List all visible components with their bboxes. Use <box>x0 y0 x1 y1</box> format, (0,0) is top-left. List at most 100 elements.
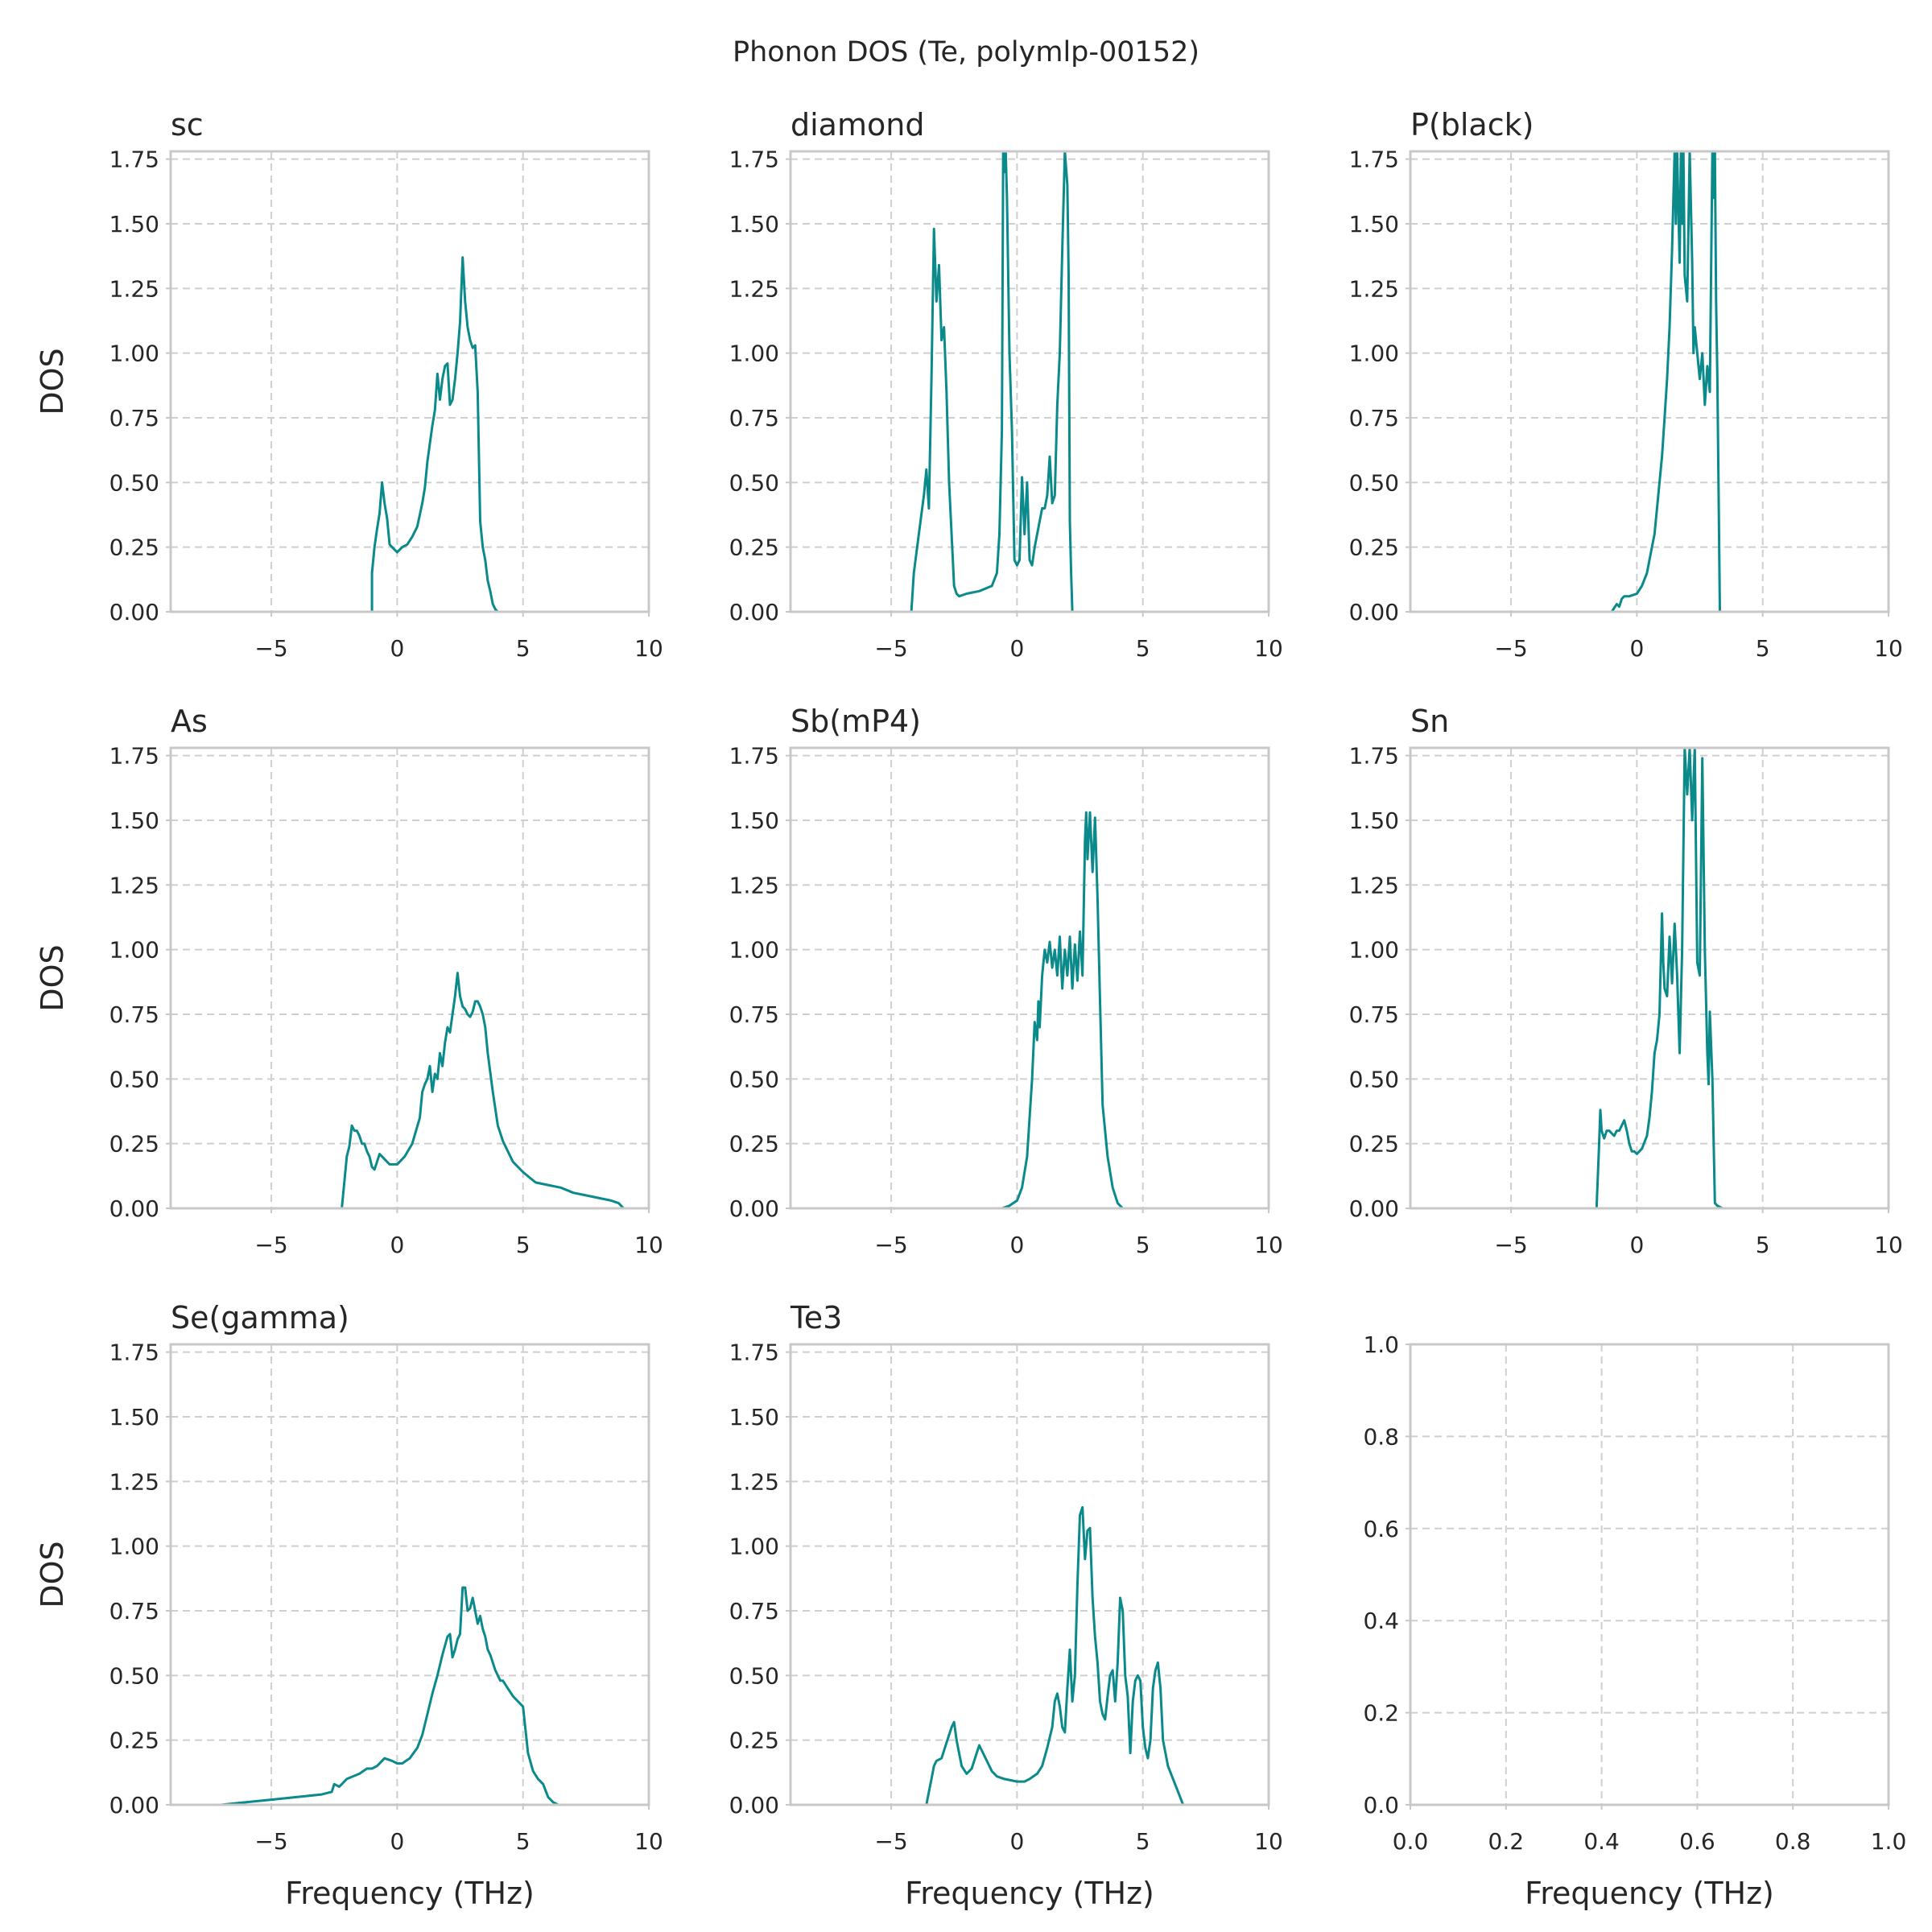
x-tick-label: 5 <box>1136 1232 1150 1258</box>
subplot-title: Sn <box>1410 704 1449 739</box>
y-tick-label: 0.00 <box>1349 599 1399 625</box>
subplot-te3: −5 0 5 10 0.00 0.25 0.50 0.75 1.00 1.25 1.50 1.75 Te… <box>729 1300 1283 1911</box>
axes-frame <box>1409 746 1890 1210</box>
y-tick-label: 0.00 <box>729 1195 779 1222</box>
x-tick-label: 0 <box>1009 1828 1024 1855</box>
subplot-title: Sb(mP4) <box>791 704 921 739</box>
axes-frame <box>789 746 1270 1210</box>
dos-series-line <box>1001 811 1128 1208</box>
y-tick-label: 0.0 <box>1363 1792 1399 1818</box>
y-tick-label: 1.25 <box>729 872 779 898</box>
y-tick-label: 1.75 <box>1349 743 1399 770</box>
figure-title: Phonon DOS (Te, polymlp-00152) <box>733 36 1199 68</box>
subplot-title: sc <box>171 107 204 142</box>
y-tick-label: 1.25 <box>729 275 779 302</box>
x-tick-label: 10 <box>634 1828 663 1855</box>
y-tick-label: 0.8 <box>1363 1423 1399 1450</box>
x-tick-label: 0 <box>1629 635 1644 662</box>
y-tick-label: 0.75 <box>1349 405 1399 431</box>
x-tick-label: 0 <box>1009 635 1024 662</box>
x-tick-label: 5 <box>516 635 530 662</box>
y-tick-label: 0.00 <box>109 599 159 625</box>
x-tick-label: 10 <box>1874 1232 1903 1258</box>
axes-frame <box>169 150 650 613</box>
x-tick-label: −5 <box>874 1828 907 1855</box>
axes-frame <box>789 1343 1270 1806</box>
subplot-empty: 0.0 0.2 0.4 0.6 0.8 1.0 0.0 0.2 0.4 0.6 0.8 1.0 Freq… <box>1363 1331 1906 1911</box>
y-tick-label: 1.50 <box>729 211 779 237</box>
y-tick-label: 0.00 <box>109 1195 159 1222</box>
subplot-se-gamma-: −5 0 5 10 0.00 0.25 0.50 0.75 1.00 1.25 1.50 1.75 Se… <box>35 1300 663 1911</box>
y-tick-label: 1.50 <box>729 807 779 834</box>
y-tick-label: 1.00 <box>1349 937 1399 964</box>
x-tick-label: 10 <box>634 635 663 662</box>
dos-series-line <box>188 1586 594 1805</box>
x-axis-label: Frequency (THz) <box>285 1876 535 1911</box>
y-tick-label: 0.25 <box>1349 535 1399 561</box>
y-tick-label: 0.25 <box>729 1131 779 1158</box>
y-tick-label: 0.50 <box>729 469 779 496</box>
dos-series-line <box>357 256 511 612</box>
y-axis-label: DOS <box>35 348 70 415</box>
x-tick-label: 10 <box>1254 1828 1283 1855</box>
y-tick-label: 0.75 <box>109 405 159 431</box>
axes-frame <box>789 150 1270 613</box>
axes-frame <box>169 746 650 1210</box>
y-tick-label: 0.25 <box>109 1131 159 1158</box>
y-tick-label: 1.0 <box>1363 1331 1399 1358</box>
y-tick-label: 1.50 <box>109 211 159 237</box>
x-tick-label: 0 <box>390 635 404 662</box>
subplot-p-black-: −5 0 5 10 0.00 0.25 0.50 0.75 1.00 1.25 1.50 1.75 P(… <box>1349 107 1903 662</box>
y-tick-label: 0.6 <box>1363 1516 1399 1542</box>
x-axis-label: Frequency (THz) <box>1525 1876 1774 1911</box>
y-tick-label: 0.75 <box>109 1001 159 1028</box>
y-tick-label: 1.75 <box>109 1340 159 1366</box>
x-tick-label: 5 <box>1136 635 1150 662</box>
dos-series-line <box>906 1505 1208 1805</box>
y-tick-label: 0.50 <box>1349 469 1399 496</box>
x-tick-label: 10 <box>1254 1232 1283 1258</box>
y-tick-label: 1.00 <box>1349 341 1399 367</box>
y-tick-label: 0.00 <box>1349 1195 1399 1222</box>
y-tick-label: 0.75 <box>729 405 779 431</box>
x-tick-label: −5 <box>254 1828 287 1855</box>
y-tick-label: 1.75 <box>109 743 159 770</box>
subplot-sc: −5 0 5 10 0.00 0.25 0.50 0.75 1.00 1.25 1.50 1.75 sc… <box>35 107 663 662</box>
y-tick-label: 0.00 <box>729 1792 779 1818</box>
subplot-diamond: −5 0 5 10 0.00 0.25 0.50 0.75 1.00 1.25 1.50 1.75 di… <box>729 107 1283 662</box>
y-tick-label: 1.25 <box>1349 872 1399 898</box>
dos-series-line <box>1586 748 1728 1208</box>
y-tick-label: 1.75 <box>1349 147 1399 173</box>
dos-series-line <box>1599 151 1738 612</box>
dos-series-line <box>891 151 1088 612</box>
y-axis-label: DOS <box>35 944 70 1011</box>
x-tick-label: 5 <box>1136 1828 1150 1855</box>
subplot-as: −5 0 5 10 0.00 0.25 0.50 0.75 1.00 1.25 1.50 1.75 As… <box>35 704 663 1258</box>
y-tick-label: 0.50 <box>109 1662 159 1689</box>
y-tick-label: 0.25 <box>109 1728 159 1754</box>
y-tick-label: 1.50 <box>109 1404 159 1430</box>
x-tick-label: −5 <box>874 1232 907 1258</box>
y-tick-label: 1.50 <box>729 1404 779 1430</box>
x-tick-label: 0.0 <box>1393 1828 1429 1855</box>
x-tick-label: 10 <box>1254 635 1283 662</box>
x-tick-label: −5 <box>1494 1232 1527 1258</box>
y-tick-label: 1.00 <box>729 1534 779 1560</box>
y-tick-label: 1.25 <box>729 1468 779 1495</box>
subplot-title: As <box>171 704 208 739</box>
y-tick-label: 0.50 <box>729 1662 779 1689</box>
x-tick-label: 0.6 <box>1679 1828 1715 1855</box>
y-tick-label: 1.00 <box>729 937 779 964</box>
x-tick-label: −5 <box>874 635 907 662</box>
y-tick-label: 1.75 <box>729 743 779 770</box>
dos-series-line <box>316 972 649 1208</box>
y-tick-label: 1.25 <box>109 872 159 898</box>
x-tick-label: 5 <box>516 1232 530 1258</box>
y-tick-label: 0.75 <box>729 1598 779 1624</box>
y-tick-label: 0.25 <box>729 1728 779 1754</box>
y-tick-label: 0.00 <box>729 599 779 625</box>
y-tick-label: 0.00 <box>109 1792 159 1818</box>
x-axis-label: Frequency (THz) <box>905 1876 1154 1911</box>
